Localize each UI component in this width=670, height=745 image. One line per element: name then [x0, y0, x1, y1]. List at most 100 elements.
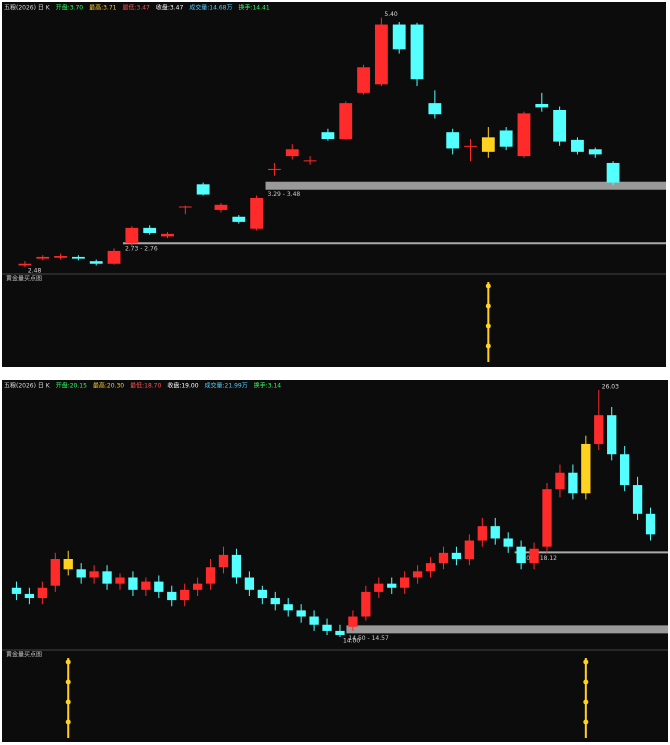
candle-body [180, 589, 190, 601]
candle-body [11, 587, 22, 594]
header-item: 开盘:20.15 [56, 382, 87, 390]
chart-panel: 五粮(2026) 日 K 开盘:3.70 最高:3.71 最低:3.47 收盘:3.47… [2, 2, 666, 367]
candle-body [412, 571, 423, 578]
candle-body [571, 139, 584, 152]
candle-body [63, 559, 73, 570]
candle-body [387, 583, 397, 588]
signal-dot [65, 719, 71, 725]
candle-body [392, 24, 406, 50]
candle-body [196, 184, 210, 195]
level-label: 14.50 - 14.57 [348, 635, 389, 642]
candle-body [374, 24, 388, 85]
candle-body [285, 149, 299, 157]
candle-body [178, 206, 192, 208]
indicator-title: 黄金量买点图 [6, 275, 42, 283]
price-annotation: 5.40 [384, 11, 398, 18]
header-item: 最高:3.71 [89, 4, 117, 12]
signal-dot [583, 699, 589, 705]
candle-body [607, 415, 617, 455]
header-item: 五粮(2026) 日 K [4, 382, 51, 390]
signal-dot [583, 659, 589, 665]
candle-body [218, 554, 229, 568]
header-item: 收盘:3.47 [156, 4, 184, 12]
candle-body [232, 216, 246, 222]
candle-body [270, 598, 280, 605]
candle-body [517, 113, 531, 157]
candle-body [296, 610, 306, 617]
candle-body [645, 513, 656, 535]
candle-body [24, 593, 35, 599]
candle-body [503, 538, 513, 547]
candle-body [535, 103, 549, 108]
candle-body [410, 24, 424, 80]
price-annotation: 2.48 [28, 268, 42, 275]
candle-body [446, 132, 460, 149]
candle-body [250, 197, 264, 229]
header-item: 五粮(2026) 日 K [4, 4, 51, 12]
header-item: 最低:3.47 [122, 4, 150, 12]
candle-body [555, 472, 565, 490]
level-label: 2.73 - 2.76 [125, 246, 158, 253]
candle-body [322, 624, 332, 631]
candle-body [428, 103, 442, 115]
candle-body [632, 485, 643, 514]
candle-body [529, 548, 539, 564]
candle-body [477, 526, 487, 541]
level-band [346, 625, 668, 634]
candle-body [89, 261, 103, 264]
candle-body [425, 563, 436, 572]
candle-body [516, 546, 526, 564]
candle-body [125, 227, 139, 244]
candle-body [303, 160, 317, 162]
candle-body [438, 552, 449, 564]
candle-body [205, 567, 216, 584]
candle-body [36, 256, 50, 259]
candle-body [321, 132, 335, 140]
header-item: 换手:3.14 [254, 382, 282, 390]
signal-dot [65, 699, 71, 705]
header-item: 最低:18.70 [130, 382, 161, 390]
candle-body [348, 616, 358, 627]
header-item: 最高:20.30 [93, 382, 124, 390]
candle-body [115, 577, 125, 584]
candle-body [374, 583, 384, 592]
candle-body [231, 554, 242, 578]
candle-body [37, 587, 48, 599]
level-band [265, 181, 666, 190]
candle-body [54, 256, 67, 258]
candle-body [154, 581, 164, 592]
candle-body [335, 630, 345, 636]
candle-body [594, 415, 604, 444]
candle-body [283, 604, 293, 611]
candle-body [542, 489, 552, 547]
candle-body [588, 149, 602, 155]
candle-body [490, 526, 500, 539]
candle-body [161, 233, 174, 237]
candle-body [451, 552, 462, 560]
signal-dot [583, 719, 589, 725]
candle-body [481, 137, 495, 152]
candle-body [357, 67, 370, 93]
candle-body [214, 204, 228, 210]
candle-body [76, 569, 86, 578]
candle-body [102, 571, 112, 584]
indicator-title: 黄金量买点图 [6, 651, 42, 659]
header-item: 成交量:14.68万 [189, 4, 232, 12]
candle-body [309, 616, 319, 625]
price-annotation: 26.03 [602, 383, 619, 390]
candle-body [192, 583, 203, 590]
candle-body [581, 443, 591, 494]
candle-body [167, 591, 177, 601]
candle-body [71, 256, 85, 259]
candle-body [568, 472, 578, 494]
candle-body [107, 250, 121, 264]
header-item: 换手:14.41 [238, 4, 269, 12]
signal-dot [65, 659, 71, 665]
header-item: 收盘:19.00 [167, 382, 198, 390]
candle-body [339, 103, 353, 140]
chart-panel: 五粮(2026) 日 K 开盘:20.15 最高:20.30 最低:18.70 收盘:1… [2, 380, 668, 742]
candle-body [89, 571, 99, 578]
header-item: 成交量:21.99万 [205, 382, 248, 390]
candle-body [18, 263, 32, 266]
header-item: 开盘:3.70 [56, 4, 84, 12]
